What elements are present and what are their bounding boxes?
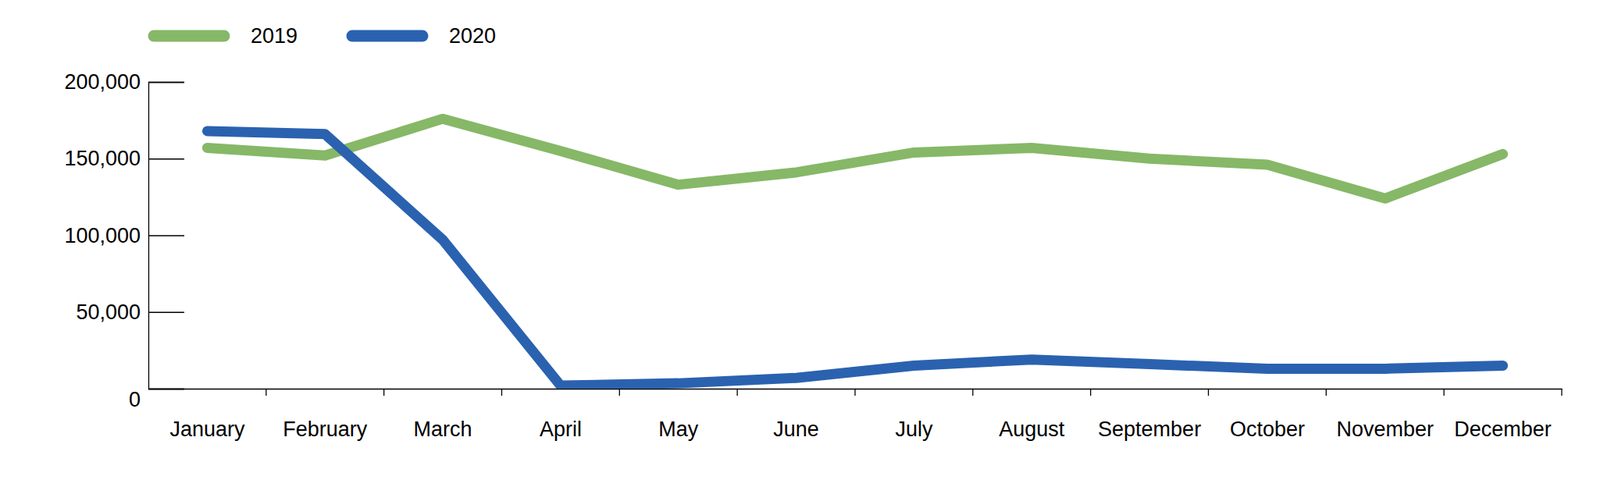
x-tick: June	[773, 388, 820, 442]
x-tick: October	[1229, 388, 1305, 442]
x-tick: May	[658, 388, 699, 442]
x-boundary-tick	[1560, 388, 1562, 396]
series-line	[206, 118, 1503, 199]
y-tick: 200,000	[64, 70, 185, 94]
y-tick: 150,000	[64, 146, 185, 171]
y-axis: 0 50,000 100,000 150,000 200,000	[64, 70, 185, 412]
x-tick-label: May	[658, 417, 699, 442]
y-tick: 50,000	[75, 300, 185, 325]
x-tick-label: September	[1097, 417, 1201, 442]
legend-item: 2019	[153, 24, 298, 48]
y-tick-label: 100,000	[64, 224, 141, 248]
y-tick-mark	[148, 158, 185, 160]
y-axis-line	[149, 82, 186, 390]
x-boundary-tick	[1208, 388, 1209, 396]
background	[0, 0, 1600, 487]
chart: 0 50,000 100,000 150,000 200,000 January Febru…	[0, 0, 1600, 487]
x-boundary-tick	[854, 388, 856, 396]
x-tick-label: November	[1336, 417, 1434, 442]
x-boundary-tick	[1443, 388, 1445, 396]
x-tick-label: October	[1229, 417, 1305, 442]
x-boundary-tick	[619, 388, 621, 396]
x-boundary-tick	[972, 388, 973, 396]
x-tick-label: July	[894, 417, 934, 442]
x-tick-label: March	[413, 417, 473, 442]
legend-item: 2020	[352, 24, 496, 48]
y-tick-label: 200,000	[64, 70, 141, 94]
y-tick-label: 150,000	[64, 146, 141, 171]
legend-swatch	[352, 30, 423, 43]
y-tick-mark	[148, 312, 185, 314]
x-boundary-tick	[1325, 388, 1327, 396]
x-tick-label: August	[998, 417, 1066, 442]
x-boundary-tick	[737, 388, 738, 396]
legend: 2019 2020	[153, 24, 496, 48]
x-tick: January	[169, 388, 246, 442]
x-tick-label: April	[539, 417, 582, 442]
y-tick-label: 0	[128, 388, 141, 412]
series-line	[206, 131, 1503, 386]
x-tick-label: June	[773, 417, 820, 442]
lines	[206, 118, 1503, 386]
x-tick: September	[1097, 388, 1201, 442]
legend-label: 2019	[250, 24, 298, 48]
x-tick: August	[998, 388, 1066, 442]
y-tick-mark	[148, 81, 185, 83]
x-tick-label: February	[282, 417, 368, 442]
x-tick: December	[1453, 388, 1552, 442]
x-tick-label: December	[1453, 417, 1552, 442]
y-tick: 0	[128, 388, 185, 412]
x-tick: March	[413, 388, 473, 442]
y-tick: 100,000	[64, 224, 185, 248]
x-boundary-tick	[265, 388, 267, 396]
x-tick: November	[1336, 388, 1434, 442]
x-tick-label: January	[169, 417, 246, 442]
x-boundary-tick	[383, 388, 385, 396]
x-axis: January February March April May June July Augu…	[149, 388, 1563, 442]
x-tick: July	[894, 388, 934, 442]
x-boundary-tick	[1090, 388, 1091, 396]
x-boundary-tick	[501, 388, 503, 396]
legend-label: 2020	[448, 24, 496, 48]
legend-swatch	[153, 30, 225, 43]
plot: 0 50,000 100,000 150,000 200,000 January Febru…	[64, 70, 1562, 442]
y-tick-label: 50,000	[75, 300, 141, 325]
x-tick: February	[282, 388, 368, 442]
x-tick: April	[539, 388, 582, 442]
y-tick-mark	[148, 235, 185, 236]
